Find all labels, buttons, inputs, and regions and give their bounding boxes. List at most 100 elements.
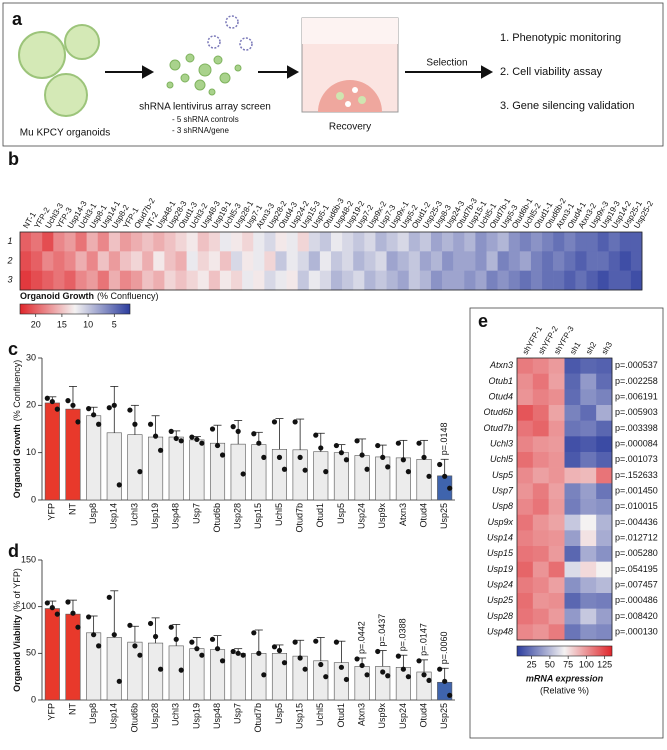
data-point [343, 457, 350, 463]
heat-cell [308, 251, 321, 271]
heat-cell [517, 577, 534, 594]
heat-cell [564, 452, 581, 468]
bar [292, 655, 308, 701]
data-point [91, 412, 97, 418]
heat-cell [532, 452, 549, 468]
x-tick-label: Otud1 [315, 503, 325, 528]
data-point [359, 452, 365, 458]
heat-cell [42, 251, 54, 271]
p-value: p=.0060 [439, 631, 449, 664]
y-tick-label: 100 [21, 601, 36, 611]
bar [416, 458, 432, 501]
bar [148, 436, 164, 501]
x-tick-label: Usp24 [398, 703, 408, 729]
heat-cell [548, 499, 565, 515]
x-tick-label: YFP [47, 503, 57, 521]
colorbar-tick-label: 75 [563, 659, 573, 669]
x-tick-label: Usp7 [233, 703, 243, 724]
row-label: 2 [6, 255, 12, 265]
heat-cell [517, 452, 534, 468]
data-point [271, 644, 278, 650]
heat-cell [108, 251, 121, 271]
x-tick-label: Usp7 [191, 503, 201, 524]
heat-cell [86, 270, 99, 291]
heat-cell [497, 251, 510, 271]
colorbar-label-unit: (% Confluency) [97, 291, 159, 301]
x-tick-label: Usp8 [88, 703, 98, 724]
heat-cell [53, 251, 65, 271]
heat-cell [208, 232, 221, 252]
x-tick-label: Usp9x [377, 503, 387, 529]
heat-cell [596, 546, 613, 562]
x-tick-label: Usp5 [336, 503, 346, 524]
heat-cell [264, 270, 276, 291]
heat-cell [532, 436, 549, 453]
data-point [240, 471, 246, 477]
data-point [385, 464, 391, 470]
heat-cell [308, 232, 321, 252]
data-point [49, 398, 55, 405]
heat-cell [548, 624, 565, 641]
heat-cell [517, 358, 534, 374]
heat-cell [231, 232, 243, 252]
heat-cell [375, 270, 387, 291]
heat-cell [264, 232, 276, 252]
heat-cell [119, 251, 132, 271]
heat-cell [131, 232, 143, 252]
colorbar-unit: (Relative %) [540, 685, 589, 695]
heat-cell [564, 405, 581, 421]
data-point [276, 454, 283, 460]
p-value: p=.010015 [615, 501, 658, 511]
x-tick-label: Usp24 [356, 503, 366, 529]
heat-cell [297, 251, 310, 271]
heat-cell [31, 270, 43, 291]
heat-cell [580, 483, 597, 500]
bar [44, 608, 60, 701]
bar [230, 653, 246, 701]
heat-cell [31, 251, 43, 271]
heat-cell [630, 270, 643, 291]
bar [209, 442, 226, 501]
data-point [230, 648, 236, 655]
heat-cell [596, 420, 613, 437]
heat-cell [619, 251, 632, 271]
heat-cell [142, 251, 154, 271]
data-point [405, 674, 411, 680]
p-value: p=.000486 [615, 595, 658, 605]
heat-cell [517, 561, 534, 578]
y-tick-label: 10 [26, 447, 36, 457]
heat-cell [319, 232, 332, 252]
data-point [137, 469, 143, 475]
heat-cell [286, 251, 298, 271]
heat-cell [475, 270, 487, 291]
data-point [323, 674, 329, 680]
data-point [178, 438, 184, 444]
data-point [157, 666, 164, 672]
heat-cell [153, 270, 165, 291]
heat-cell [548, 577, 565, 594]
heat-cell [364, 270, 376, 291]
data-point [318, 661, 324, 668]
colorbar-tick-label: 125 [597, 659, 612, 669]
data-point [91, 632, 97, 638]
heat-cell [580, 499, 597, 515]
data-point [189, 434, 195, 440]
heat-cell [532, 593, 549, 609]
heat-cell [532, 561, 549, 578]
data-point [96, 421, 102, 427]
panel-a: a Mu KPCY organoids shRNA lentivirus arr… [2, 2, 664, 147]
heat-cell [86, 251, 99, 271]
heat-cell [475, 251, 487, 271]
bar [189, 439, 205, 501]
heat-cell [208, 270, 221, 291]
heat-cell [231, 251, 243, 271]
x-tick-label: Usp9x [377, 703, 387, 729]
data-point [70, 402, 76, 408]
x-tick-label: Usp25 [439, 703, 449, 729]
heat-cell [564, 420, 581, 437]
heat-cell [564, 389, 581, 406]
heat-cell [517, 593, 534, 609]
heat-cell [353, 251, 365, 271]
heat-cell [153, 232, 165, 252]
heat-cell [596, 405, 613, 421]
